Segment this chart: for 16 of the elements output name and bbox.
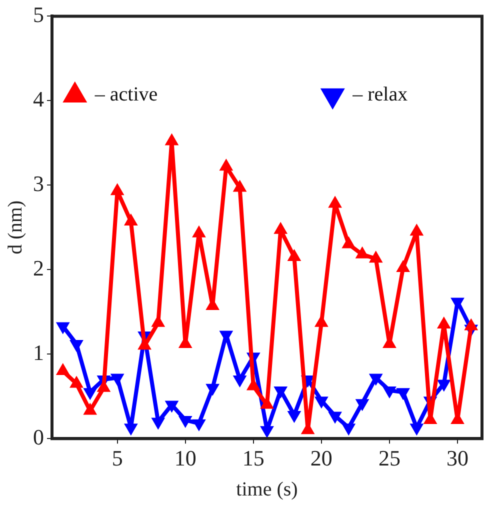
- y-tick-label: 0: [33, 424, 44, 450]
- x-tick-label: 15: [242, 446, 264, 471]
- y-tick-label: 2: [33, 255, 44, 280]
- x-axis-title: time (s): [236, 478, 298, 500]
- x-tick-label: 25: [378, 446, 400, 471]
- y-tick-label: 4: [33, 86, 44, 112]
- legend-label: – active: [94, 84, 158, 106]
- legend-label: – relax: [352, 84, 408, 106]
- y-tick-label: 3: [33, 170, 44, 196]
- x-tick-label: 5: [112, 446, 123, 471]
- x-tick-label: 20: [310, 446, 332, 471]
- x-tick-label: 30: [446, 446, 469, 471]
- y-axis-title: d (nm): [4, 200, 26, 254]
- y-tick-label: 1: [33, 340, 44, 365]
- y-tick-label: 5: [33, 2, 44, 27]
- x-tick-label: 10: [174, 446, 196, 471]
